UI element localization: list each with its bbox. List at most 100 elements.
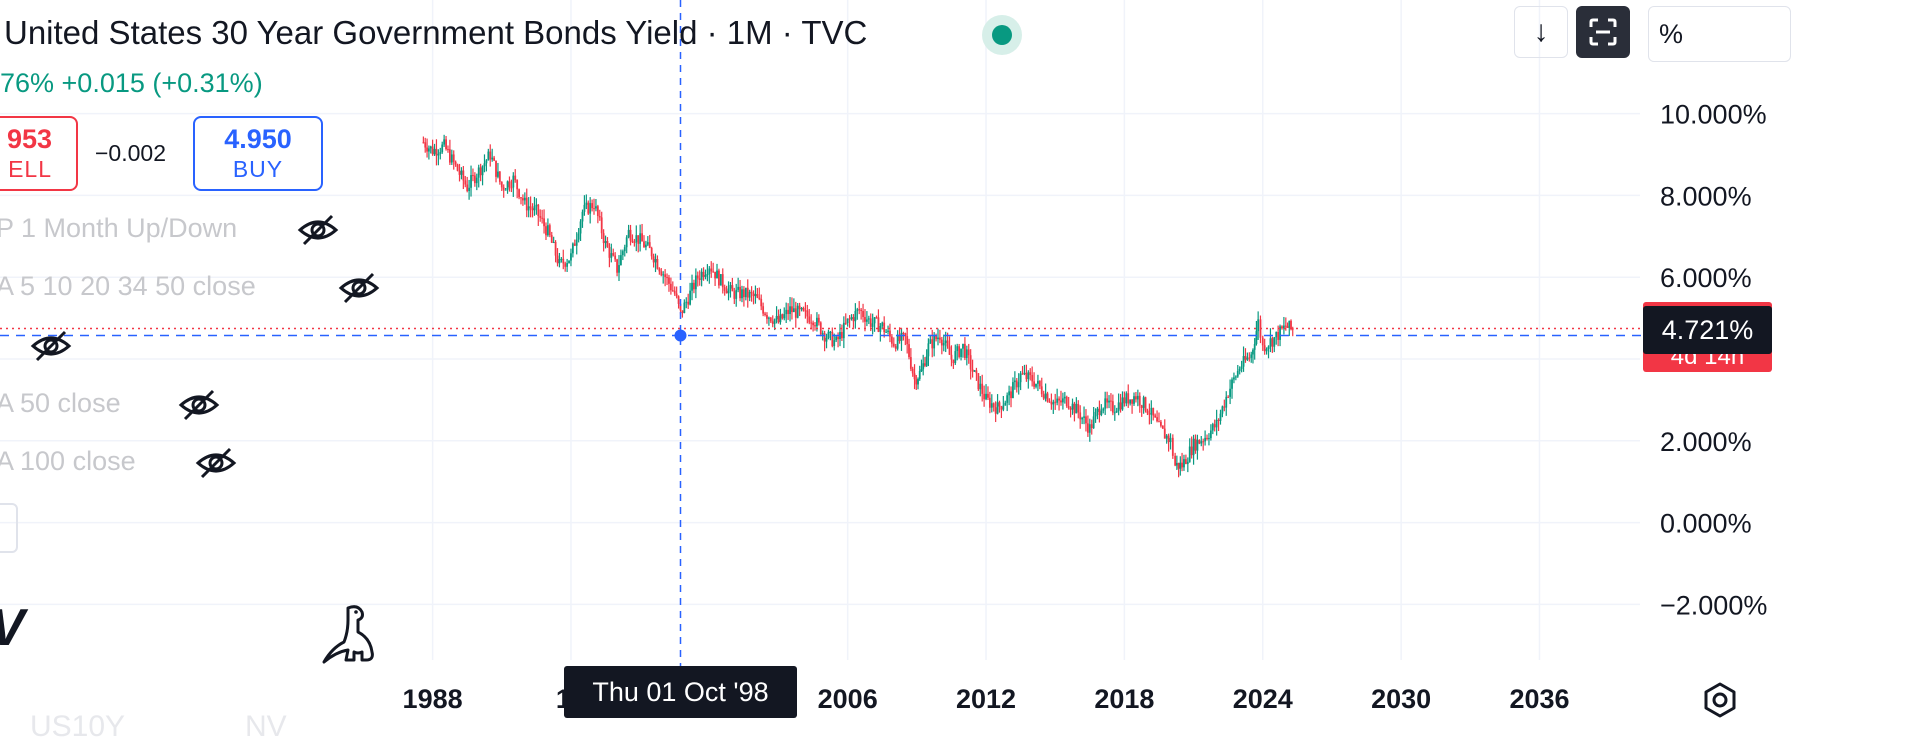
eye-off-icon[interactable] bbox=[194, 445, 238, 481]
candle bbox=[554, 240, 557, 263]
buy-button[interactable]: 4.950 BUY bbox=[193, 116, 323, 191]
candle bbox=[445, 135, 447, 151]
candle bbox=[558, 252, 561, 268]
price-change: 76% +0.015 (+0.31%) bbox=[0, 68, 263, 98]
legend-item-ma100[interactable]: A 100 close bbox=[0, 446, 136, 476]
eye-off-icon[interactable] bbox=[29, 328, 73, 364]
candle bbox=[766, 312, 768, 324]
legend-item-ma50[interactable]: A 50 close bbox=[0, 388, 121, 418]
candle bbox=[472, 168, 474, 182]
legend-collapse-button[interactable] bbox=[0, 503, 18, 553]
candle bbox=[909, 348, 912, 372]
candle bbox=[485, 159, 488, 172]
candle bbox=[718, 268, 720, 289]
eye-off-icon[interactable] bbox=[177, 387, 221, 423]
candle bbox=[708, 266, 711, 284]
candle bbox=[746, 279, 749, 308]
candle bbox=[664, 269, 667, 287]
candle bbox=[1188, 438, 1191, 463]
candle bbox=[1198, 439, 1201, 445]
candle bbox=[716, 263, 718, 279]
candle bbox=[977, 373, 980, 391]
candle bbox=[625, 235, 628, 254]
candle bbox=[879, 323, 882, 342]
download-button[interactable]: ↓ bbox=[1514, 6, 1568, 58]
candle bbox=[516, 179, 519, 199]
candle bbox=[1048, 398, 1051, 403]
candle bbox=[1102, 407, 1105, 414]
candle bbox=[1046, 391, 1049, 403]
candle bbox=[556, 248, 559, 267]
candle bbox=[1073, 401, 1076, 422]
candle bbox=[456, 163, 459, 172]
candle bbox=[804, 302, 807, 319]
candle bbox=[779, 308, 782, 325]
x-axis: 198819200620122018202420302036 bbox=[403, 684, 1570, 714]
eye-off-icon[interactable] bbox=[337, 270, 381, 306]
candle bbox=[1291, 326, 1294, 337]
candle bbox=[439, 147, 442, 160]
candle bbox=[470, 165, 472, 197]
candle bbox=[904, 332, 907, 346]
candle bbox=[1110, 393, 1112, 412]
candle bbox=[806, 304, 809, 324]
candle bbox=[591, 199, 593, 212]
fullscreen-button[interactable] bbox=[1576, 6, 1630, 58]
candle bbox=[623, 244, 626, 257]
candle bbox=[614, 252, 617, 262]
scale-percent-toggle[interactable]: % bbox=[1648, 6, 1791, 62]
market-status-icon[interactable] bbox=[982, 15, 1022, 55]
candle bbox=[1181, 452, 1183, 472]
candle bbox=[656, 255, 659, 270]
candle bbox=[887, 325, 889, 335]
candle bbox=[1257, 311, 1260, 340]
dinosaur-icon[interactable] bbox=[318, 602, 380, 666]
candle bbox=[535, 198, 538, 215]
candle bbox=[1008, 385, 1010, 406]
spread-value: −0.002 bbox=[95, 140, 166, 166]
candle bbox=[967, 343, 970, 364]
candle bbox=[760, 294, 763, 311]
candle bbox=[1108, 395, 1110, 409]
candle bbox=[648, 234, 651, 249]
candle bbox=[1060, 390, 1062, 406]
candle bbox=[1196, 434, 1199, 460]
candle bbox=[719, 274, 722, 286]
candle bbox=[841, 324, 843, 341]
candle bbox=[810, 314, 813, 330]
candle bbox=[1269, 328, 1272, 353]
candle bbox=[737, 277, 740, 293]
candle bbox=[543, 209, 545, 234]
candle bbox=[1148, 403, 1151, 425]
candle bbox=[988, 391, 991, 414]
candle bbox=[1206, 434, 1208, 441]
candle bbox=[428, 145, 430, 160]
candle bbox=[1238, 366, 1241, 375]
candle bbox=[992, 402, 995, 412]
candle bbox=[450, 149, 453, 165]
candle bbox=[1125, 391, 1128, 407]
candle bbox=[1069, 406, 1072, 418]
candle bbox=[1253, 338, 1256, 360]
candle bbox=[641, 223, 643, 242]
legend-item-ma-ribbon[interactable]: A 5 10 20 34 50 close bbox=[0, 271, 256, 301]
fullscreen-icon bbox=[1589, 18, 1617, 46]
candle bbox=[990, 394, 993, 413]
candle bbox=[704, 269, 707, 280]
sell-button[interactable]: 953 ELL bbox=[0, 116, 78, 191]
candle bbox=[831, 327, 834, 348]
candle bbox=[506, 180, 509, 194]
candle bbox=[587, 200, 590, 215]
candle bbox=[854, 303, 857, 329]
candle bbox=[1135, 391, 1137, 403]
candle bbox=[1006, 392, 1009, 412]
candle bbox=[1208, 433, 1210, 446]
candle bbox=[764, 311, 766, 317]
candle bbox=[635, 225, 638, 252]
settings-icon[interactable] bbox=[1700, 680, 1740, 720]
legend-item-updown[interactable]: P 1 Month Up/Down bbox=[0, 213, 238, 243]
eye-off-icon[interactable] bbox=[296, 212, 340, 248]
candle bbox=[669, 277, 672, 295]
candle bbox=[1204, 430, 1207, 446]
